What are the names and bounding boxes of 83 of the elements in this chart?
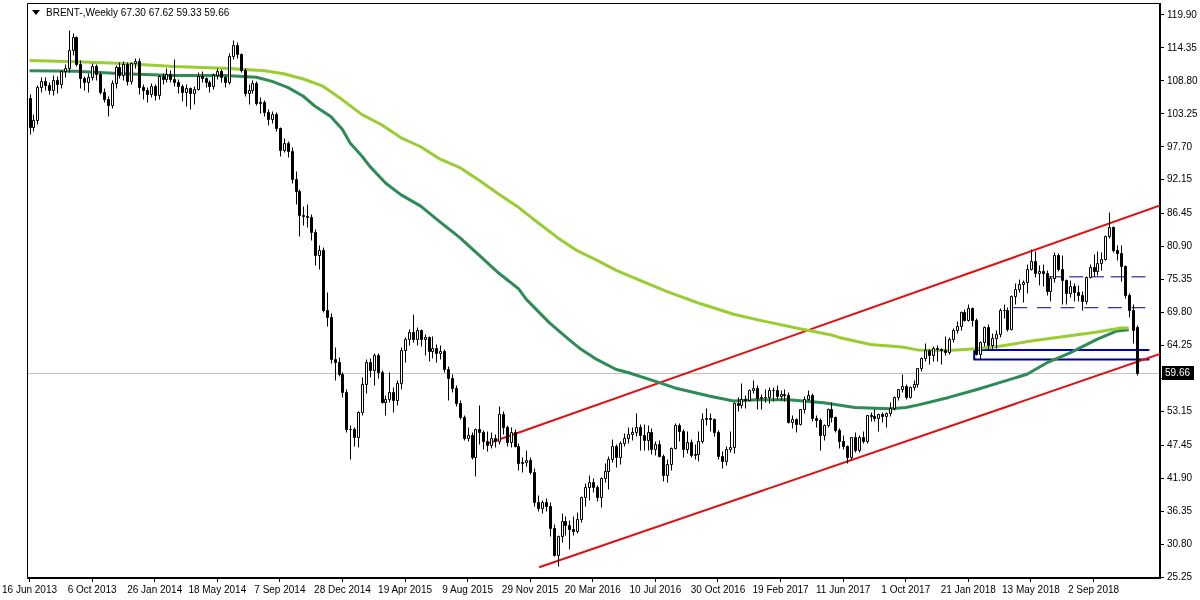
candlestick [431,336,434,359]
candlestick [615,444,618,468]
y-tick-label: 30.80 [1167,537,1193,549]
candlestick [130,62,133,85]
y-tick-label: 64.25 [1167,339,1193,351]
y-tick-label: 97.70 [1167,140,1193,152]
candlestick [1061,255,1064,305]
y-tick-label: 25.25 [1167,570,1193,582]
candlestick [987,324,990,351]
candlestick [850,437,853,460]
candlestick [510,427,513,448]
y-tick-label: 75.35 [1167,273,1193,285]
y-tick-label: 108.80 [1167,74,1199,86]
candlestick [936,345,939,362]
candlestick [686,431,689,454]
candlestick [1093,254,1096,277]
candlestick [776,385,779,400]
y-tick-label: 53.15 [1167,405,1193,417]
candlestick [960,311,963,331]
candlestick [373,353,376,386]
y-tick-label: 119.90 [1167,8,1198,20]
y-tick-label: 86.45 [1167,207,1193,219]
x-tick-label: 6 Oct 2013 [67,583,118,595]
candlestick [858,435,861,453]
candlestick [733,402,736,454]
candlestick [1096,251,1099,276]
x-tick-label: 19 Apr 2015 [378,583,433,595]
x-tick-label: 28 Dec 2014 [314,583,372,595]
candlestick [185,84,188,107]
y-tick-label: 103.25 [1167,107,1199,119]
ref-line-label: 59.66 [1165,367,1191,379]
candlestick [498,406,501,445]
x-tick-label: 1 Oct 2017 [881,583,931,595]
x-tick-label: 18 May 2014 [188,583,247,595]
x-tick-label: 19 Feb 2017 [752,583,810,595]
x-tick-label: 21 Jan 2018 [940,583,997,595]
y-tick-label: 92.15 [1167,173,1193,185]
y-tick-label: 114.35 [1167,41,1198,53]
candlestick [756,385,759,410]
y-tick-label: 80.90 [1167,240,1193,252]
candlestick [44,77,47,91]
candlestick [866,415,869,444]
x-tick-label: 30 Oct 2016 [690,583,746,595]
candlestick [349,425,352,460]
candlestick [146,87,149,103]
x-tick-label: 10 Jul 2016 [629,583,682,595]
candlestick [650,428,653,455]
candlestick [1073,283,1076,302]
chart-title: BRENT-,Weekly 67.30 67.62 59.33 59.66 [46,6,230,18]
y-tick-label: 36.35 [1167,504,1193,516]
candlestick [643,424,646,451]
candlestick [490,432,493,449]
candlestick [126,62,129,86]
x-tick-label: 9 Aug 2015 [442,583,494,595]
y-tick-label: 41.90 [1167,471,1193,483]
x-tick-label: 26 Jan 2014 [127,583,183,595]
x-tick-label: 29 Nov 2015 [501,583,560,595]
x-tick-label: 13 May 2018 [1002,583,1061,595]
candlestick [52,75,55,96]
candlestick [189,87,192,110]
x-tick-label: 16 Jun 2013 [1,583,58,595]
candlestick [780,390,783,401]
candlestick [541,500,544,514]
candlestick [627,427,630,444]
candlestick [740,383,743,409]
candlestick [819,418,822,451]
candlestick [568,520,571,550]
candlestick [647,425,650,451]
candlestick [932,346,935,362]
x-tick-label: 2 Sep 2018 [1067,583,1120,595]
x-tick-label: 11 Jun 2017 [816,583,871,595]
candlestick [165,68,168,83]
candlestick [877,413,880,432]
candlestick [212,73,215,90]
candlestick [768,387,771,404]
candlestick [412,314,415,343]
candlestick [158,75,161,100]
y-tick-label: 69.80 [1167,306,1193,318]
x-tick-label: 20 Mar 2016 [564,583,622,595]
candlestick [428,336,431,362]
x-tick-label: 7 Sep 2014 [254,583,306,595]
candlestick [486,431,489,452]
y-tick-label: 47.45 [1167,438,1193,450]
